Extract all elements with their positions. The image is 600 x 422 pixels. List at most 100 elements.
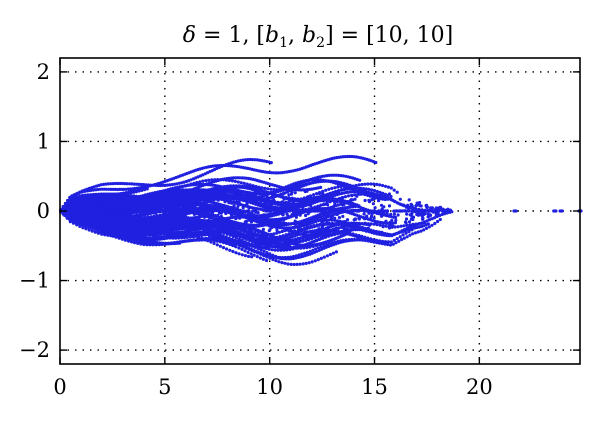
data-point [296,246,300,250]
data-point [233,179,237,183]
data-point [230,179,234,183]
data-points [59,154,583,267]
data-point [276,248,280,252]
data-point [416,230,420,234]
data-point [301,238,305,242]
data-point [405,235,409,239]
data-point [427,225,431,229]
data-point [353,197,357,201]
data-point [293,241,297,245]
data-point [305,253,310,257]
data-point [352,237,357,242]
data-point [388,243,393,247]
data-point [237,252,241,256]
data-point [378,223,382,227]
data-point [314,243,318,248]
data-point [308,249,312,253]
data-point [264,247,268,251]
title-eq1: = 1, [ [196,23,265,48]
chart-title-text: δ = 1, [b1, b2] = [10, 10] [183,23,453,51]
data-point [319,185,323,189]
data-point [262,249,266,253]
data-point [405,223,409,227]
data-point [395,237,399,241]
data-point [111,187,115,191]
data-point [333,240,337,244]
data-point [128,234,132,238]
data-point [150,236,154,240]
data-point [215,243,219,247]
data-point [372,189,377,193]
data-point [245,194,249,198]
data-point [402,236,406,240]
data-point [339,239,343,243]
data-point [273,248,277,252]
data-point [228,248,232,252]
data-point [422,228,426,232]
data-point [269,200,273,204]
data-point [305,246,309,250]
data-point [120,187,124,191]
data-point [221,178,226,182]
data-point [348,154,352,159]
data-point [224,178,229,182]
title-b1: b [265,23,279,48]
data-point [177,212,181,216]
data-point [263,199,267,203]
data-point [367,187,371,191]
data-point [336,239,340,243]
data-point [438,217,442,222]
data-point [213,178,217,182]
data-point [330,241,334,245]
data-point [370,188,374,192]
data-point [401,233,405,237]
title-comma: , [288,23,302,48]
data-point [304,183,308,187]
data-point [263,186,267,190]
data-point [286,255,290,259]
data-point [408,233,412,237]
data-point [100,187,104,191]
data-point [210,178,214,182]
data-point [221,246,226,250]
title-sub1: 1 [279,35,288,51]
data-point [183,229,188,233]
data-point [358,178,362,182]
data-point [270,248,274,252]
data-point [276,220,280,224]
data-point [292,246,297,250]
data-point [216,178,220,182]
data-point [134,234,138,238]
title-eq2: ] = [10, 10] [325,23,453,48]
data-point [227,178,231,183]
data-point [324,245,328,249]
data-point [320,241,325,245]
data-point [391,242,395,246]
data-point [424,226,429,230]
data-point [275,255,279,259]
data-point [315,192,319,196]
data-point [174,231,178,235]
data-point [302,246,306,250]
title-b2: b [302,23,316,48]
data-point [433,221,437,226]
data-point [398,235,402,239]
data-point [312,193,316,197]
data-point [105,187,109,191]
title-delta: δ [183,23,196,48]
data-point [278,221,283,225]
data-point [310,181,314,185]
data-point [384,224,388,228]
data-point [396,225,400,229]
data-point [282,191,286,195]
data-point [218,244,222,248]
data-point [314,247,318,251]
data-point [336,185,340,189]
data-point [333,186,337,190]
data-point [236,180,240,184]
data-point [328,242,332,246]
data-point [259,248,263,252]
data-point [339,225,344,229]
data-point [266,200,270,204]
